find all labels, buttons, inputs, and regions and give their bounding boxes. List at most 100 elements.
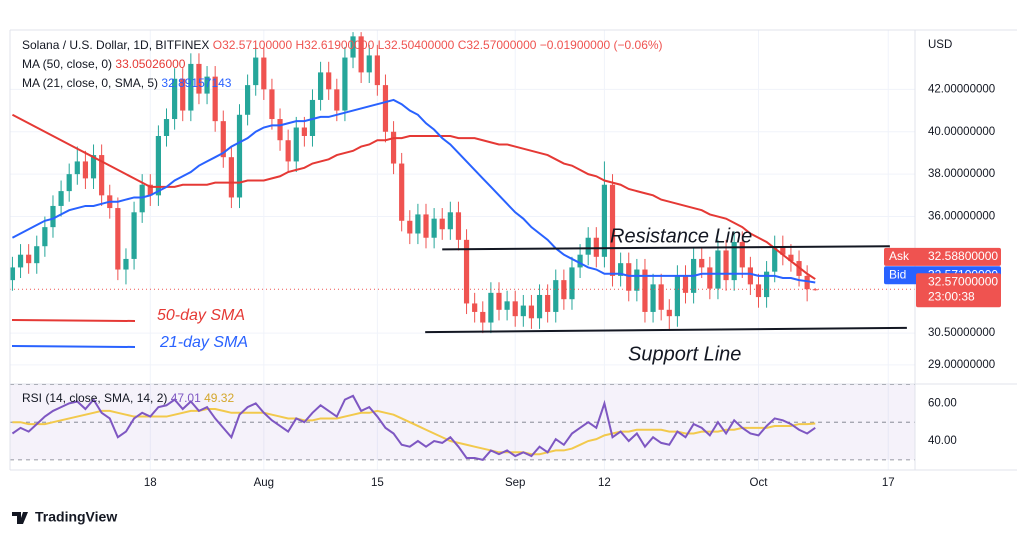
rsi-name: RSI (14, close, SMA, 14, 2): [22, 391, 167, 405]
moving-average: [11, 98, 816, 284]
candle-body: [382, 85, 389, 132]
candle-body: [496, 292, 502, 310]
ma21-name: MA (21, close, 0, SMA, 5): [22, 76, 158, 90]
candle-body: [666, 309, 672, 317]
candle-body: [131, 212, 137, 259]
candle-body: [780, 246, 786, 255]
candle-body: [755, 284, 762, 298]
candle-body: [50, 205, 56, 228]
last-price-tag: [916, 273, 1001, 308]
candle-body: [269, 89, 275, 120]
candle-body: [196, 63, 202, 94]
support-label: Support Line: [628, 343, 741, 365]
candle-body: [390, 131, 397, 164]
candle-body: [34, 246, 40, 264]
candle-body: [342, 57, 348, 111]
candle-body: [472, 303, 478, 312]
candle-body: [261, 57, 267, 90]
candle-body: [220, 121, 226, 158]
candle-body: [204, 76, 210, 94]
candle-body: [569, 267, 575, 300]
resistance-label: Resistance Line: [610, 226, 752, 248]
rsi-value: 47.01: [171, 391, 201, 405]
candle-body: [618, 263, 624, 276]
candle-body: [9, 267, 16, 281]
x-tick-label: Sep: [505, 477, 525, 489]
candle-body: [715, 250, 721, 289]
x-tick-label: Aug: [254, 477, 274, 489]
candle-body: [520, 305, 526, 317]
candle-body: [17, 254, 24, 268]
candle-body: [545, 294, 551, 312]
candle-body: [431, 218, 437, 238]
candle-body: [236, 114, 243, 198]
candle-body: [277, 119, 283, 141]
candle-body: [731, 241, 737, 281]
candle-body: [455, 212, 462, 240]
last-price-value: 32.57000000: [928, 274, 998, 288]
change-value: −0.01900000 (−0.06%): [540, 38, 663, 52]
candle-body: [682, 275, 689, 293]
candle-body: [447, 212, 453, 230]
ask-tag: [884, 247, 1001, 266]
symbol: Solana / U.S. Dollar, 1D, BITFINEX: [22, 38, 209, 52]
y-tick-label: 29.00000000: [928, 359, 995, 371]
candle-body: [82, 161, 89, 179]
x-tick-label: 18: [144, 477, 157, 489]
candle-body: [317, 72, 324, 100]
candle-body: [253, 57, 259, 86]
ma50-value: 33.05026000: [115, 57, 185, 71]
candle-body: [415, 214, 421, 234]
candle-body: [407, 220, 413, 234]
x-tick-label: Oct: [750, 477, 769, 489]
candle-body: [674, 275, 680, 317]
candle-body: [528, 305, 535, 319]
legend-ma21: MA (21, close, 0, SMA, 5) 32.89157143: [22, 76, 232, 90]
annotation: 21-day SMA: [159, 334, 248, 351]
candle-body: [504, 301, 510, 310]
rsi-sma-value: 49.32: [204, 391, 234, 405]
candle-body: [512, 301, 518, 317]
candle-body: [488, 292, 494, 323]
legend-rsi: RSI (14, close, SMA, 14, 2) 47.01 49.32: [22, 391, 234, 405]
candle-body: [358, 36, 364, 73]
candle-body: [285, 140, 291, 162]
candle-body: [147, 184, 153, 196]
candle-body: [609, 184, 616, 276]
candle-body: [658, 284, 664, 310]
y-tick-label: 60.00: [928, 397, 957, 409]
y-tick-label: 30.50000000: [928, 327, 995, 339]
candle-body: [180, 78, 186, 111]
candle-body: [172, 78, 178, 120]
high-value: H32.61900000: [296, 38, 375, 52]
candle-body: [155, 135, 162, 196]
candle-body: [634, 269, 640, 291]
candle-body: [366, 55, 372, 73]
candle-body: [788, 254, 794, 262]
candle-body: [561, 280, 567, 300]
candle-body: [212, 76, 218, 122]
candle-body: [707, 267, 713, 289]
candle-body: [642, 269, 648, 312]
candle-body: [139, 184, 145, 213]
trend-line: [425, 326, 907, 334]
candle-body: [90, 155, 97, 179]
candle-body: [812, 289, 818, 291]
annotation-swatch: [11, 345, 136, 348]
rsi-line: [11, 394, 816, 461]
candle-body: [350, 36, 356, 58]
candle-body: [553, 280, 559, 312]
ask-tag-value: 32.58800000: [928, 249, 998, 263]
candle-body: [423, 214, 429, 238]
legend-ma50: MA (50, close, 0) 33.05026000: [22, 57, 186, 71]
candle-body: [123, 258, 129, 270]
candle-body: [115, 208, 121, 270]
candle-body: [74, 161, 80, 175]
candle-body: [188, 63, 194, 111]
candle-body: [593, 237, 599, 257]
candle-body: [480, 311, 486, 323]
candle-body: [66, 174, 72, 192]
candle-body: [245, 85, 251, 115]
x-tick-label: 17: [882, 477, 895, 489]
candle-body: [804, 275, 810, 290]
